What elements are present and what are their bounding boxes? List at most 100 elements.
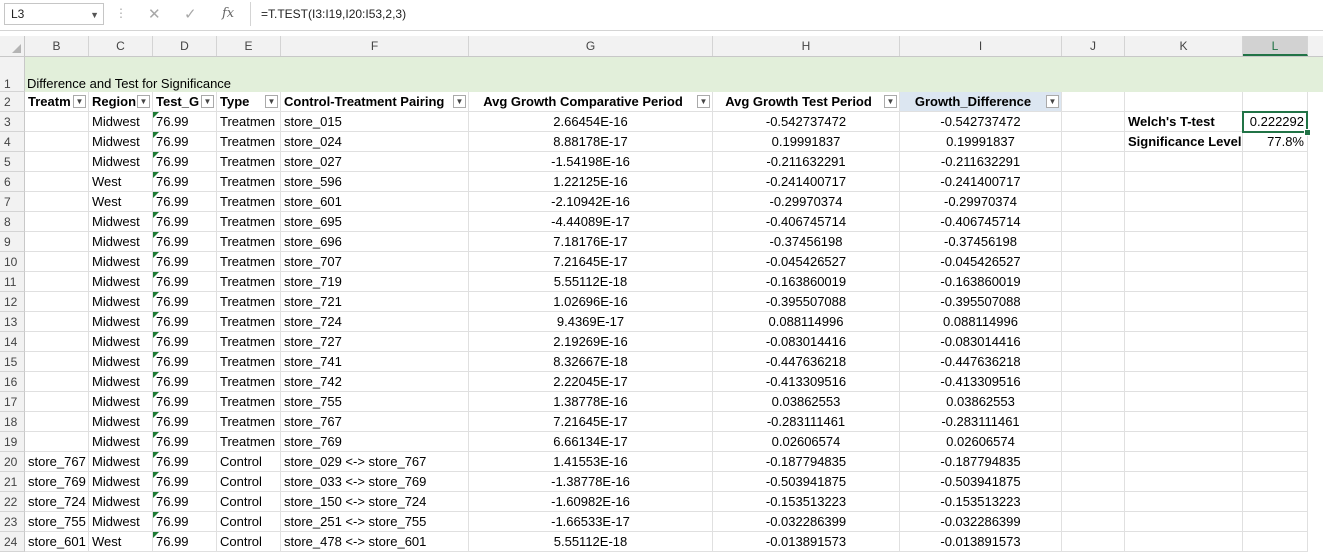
test-group-cell[interactable]: 76.99 (153, 532, 217, 552)
type-cell[interactable]: Treatmen (217, 332, 281, 352)
avg-growth-comparative-cell[interactable]: -4.44089E-17 (469, 212, 713, 232)
pairing-cell[interactable]: store_251 <-> store_755 (281, 512, 469, 532)
empty-cell[interactable] (1243, 292, 1308, 312)
avg-growth-comparative-cell[interactable]: 7.21645E-17 (469, 412, 713, 432)
empty-cell[interactable] (1062, 392, 1125, 412)
region-cell[interactable]: Midwest (89, 412, 153, 432)
type-cell[interactable]: Treatmen (217, 152, 281, 172)
avg-growth-test-cell[interactable]: -0.29970374 (713, 192, 900, 212)
empty-cell[interactable] (1243, 352, 1308, 372)
empty-cell[interactable] (1062, 372, 1125, 392)
pairing-cell[interactable]: store_719 (281, 272, 469, 292)
treatment-cell[interactable]: store_769 (25, 472, 89, 492)
cell-l2[interactable] (1243, 92, 1308, 112)
empty-cell[interactable] (1062, 292, 1125, 312)
region-cell[interactable]: Midwest (89, 472, 153, 492)
test-group-cell[interactable]: 76.99 (153, 452, 217, 472)
type-cell[interactable]: Treatmen (217, 312, 281, 332)
empty-cell[interactable] (1243, 212, 1308, 232)
test-group-cell[interactable]: 76.99 (153, 172, 217, 192)
avg-growth-comparative-cell[interactable]: 5.55112E-18 (469, 532, 713, 552)
avg-growth-test-cell[interactable]: -0.187794835 (713, 452, 900, 472)
header-g[interactable]: Avg Growth Comparative Period ▼ (469, 92, 713, 112)
growth-difference-cell[interactable]: -0.395507088 (900, 292, 1062, 312)
row-header-22[interactable]: 22 (0, 492, 25, 512)
treatment-cell[interactable] (25, 392, 89, 412)
header-f[interactable]: Control-Treatment Pairing ▼ (281, 92, 469, 112)
region-cell[interactable]: Midwest (89, 212, 153, 232)
column-header-e[interactable]: E (217, 36, 281, 56)
empty-cell[interactable] (1062, 132, 1125, 152)
treatment-cell[interactable] (25, 192, 89, 212)
empty-cell[interactable] (1125, 332, 1243, 352)
header-d[interactable]: Test_G ▼ (153, 92, 217, 112)
empty-cell[interactable] (1125, 492, 1243, 512)
growth-difference-cell[interactable]: -0.283111461 (900, 412, 1062, 432)
type-cell[interactable]: Control (217, 532, 281, 552)
cancel-icon[interactable]: ✕ (148, 6, 161, 23)
empty-cell[interactable] (1243, 152, 1308, 172)
empty-cell[interactable] (1125, 292, 1243, 312)
empty-cell[interactable] (1062, 252, 1125, 272)
treatment-cell[interactable] (25, 252, 89, 272)
avg-growth-test-cell[interactable]: 0.19991837 (713, 132, 900, 152)
row-header-5[interactable]: 5 (0, 152, 25, 172)
empty-cell[interactable] (1062, 172, 1125, 192)
empty-cell[interactable] (1243, 412, 1308, 432)
filter-dropdown-icon[interactable]: ▼ (201, 95, 214, 108)
treatment-cell[interactable] (25, 352, 89, 372)
growth-difference-cell[interactable]: -0.413309516 (900, 372, 1062, 392)
pairing-cell[interactable]: store_596 (281, 172, 469, 192)
type-cell[interactable]: Treatmen (217, 412, 281, 432)
column-header-k[interactable]: K (1125, 36, 1243, 56)
empty-cell[interactable] (1062, 332, 1125, 352)
column-header-i[interactable]: I (900, 36, 1062, 56)
empty-cell[interactable] (1243, 372, 1308, 392)
column-header-g[interactable]: G (469, 36, 713, 56)
pairing-cell[interactable]: store_742 (281, 372, 469, 392)
row-header-1[interactable]: 1 (0, 57, 25, 92)
growth-difference-cell[interactable]: -0.045426527 (900, 252, 1062, 272)
empty-cell[interactable] (1243, 192, 1308, 212)
test-group-cell[interactable]: 76.99 (153, 192, 217, 212)
test-group-cell[interactable]: 76.99 (153, 412, 217, 432)
avg-growth-test-cell[interactable]: -0.542737472 (713, 112, 900, 132)
row-header-8[interactable]: 8 (0, 212, 25, 232)
region-cell[interactable]: Midwest (89, 512, 153, 532)
region-cell[interactable]: West (89, 172, 153, 192)
avg-growth-comparative-cell[interactable]: 8.88178E-17 (469, 132, 713, 152)
region-cell[interactable]: Midwest (89, 272, 153, 292)
empty-cell[interactable] (1062, 312, 1125, 332)
growth-difference-cell[interactable]: -0.406745714 (900, 212, 1062, 232)
pairing-cell[interactable]: store_033 <-> store_769 (281, 472, 469, 492)
avg-growth-test-cell[interactable]: -0.37456198 (713, 232, 900, 252)
header-b[interactable]: Treatm ▼ (25, 92, 89, 112)
test-group-cell[interactable]: 76.99 (153, 292, 217, 312)
growth-difference-cell[interactable]: 0.03862553 (900, 392, 1062, 412)
avg-growth-comparative-cell[interactable]: 7.21645E-17 (469, 252, 713, 272)
pairing-cell[interactable]: store_695 (281, 212, 469, 232)
empty-cell[interactable] (1243, 432, 1308, 452)
pairing-cell[interactable]: store_721 (281, 292, 469, 312)
filter-dropdown-icon[interactable]: ▼ (137, 95, 150, 108)
row-header-3[interactable]: 3 (0, 112, 25, 132)
empty-cell[interactable] (1243, 492, 1308, 512)
avg-growth-comparative-cell[interactable]: -1.38778E-16 (469, 472, 713, 492)
significance-label[interactable]: Significance Level (1125, 132, 1243, 152)
empty-cell[interactable] (1062, 472, 1125, 492)
treatment-cell[interactable] (25, 332, 89, 352)
test-group-cell[interactable]: 76.99 (153, 252, 217, 272)
empty-cell[interactable] (1125, 312, 1243, 332)
avg-growth-comparative-cell[interactable]: 2.22045E-17 (469, 372, 713, 392)
region-cell[interactable]: Midwest (89, 392, 153, 412)
filter-dropdown-icon[interactable]: ▼ (73, 95, 86, 108)
type-cell[interactable]: Treatmen (217, 232, 281, 252)
empty-cell[interactable] (1243, 452, 1308, 472)
avg-growth-test-cell[interactable]: -0.211632291 (713, 152, 900, 172)
test-group-cell[interactable]: 76.99 (153, 232, 217, 252)
test-group-cell[interactable]: 76.99 (153, 372, 217, 392)
empty-cell[interactable] (1062, 412, 1125, 432)
name-box[interactable]: L3 ▼ (4, 3, 104, 25)
empty-cell[interactable] (1062, 452, 1125, 472)
significance-value[interactable]: 77.8% (1243, 132, 1308, 152)
